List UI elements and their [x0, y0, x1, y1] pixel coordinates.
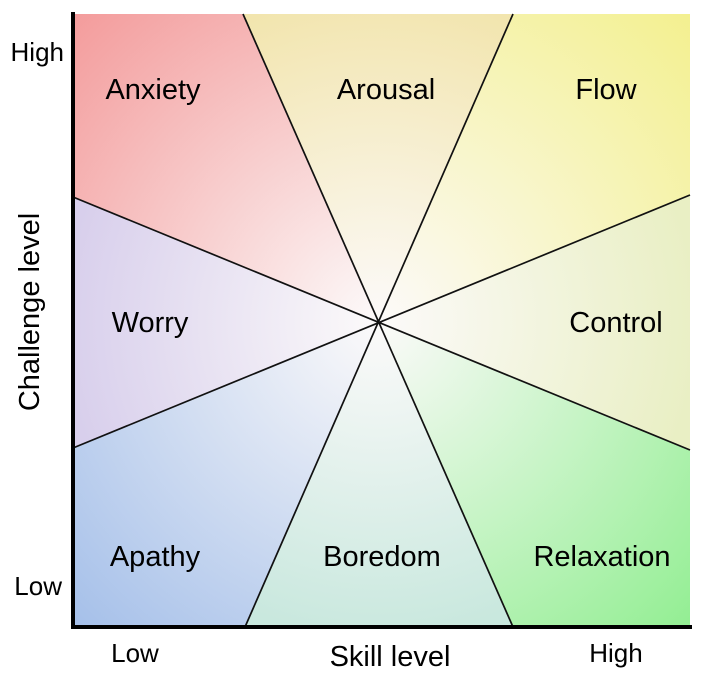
region-relaxation-area: [378, 322, 690, 627]
x-tick-high: High: [589, 638, 642, 668]
region-worry-area: [73, 197, 378, 448]
region-label-apathy: Apathy: [110, 541, 201, 573]
region-arousal-area: [243, 14, 513, 322]
region-label-anxiety: Anxiety: [105, 74, 201, 106]
region-apathy-area: [73, 322, 378, 627]
region-label-arousal: Arousal: [337, 74, 435, 106]
region-label-boredom: Boredom: [323, 541, 441, 573]
region-label-worry: Worry: [112, 307, 189, 339]
region-flow-area: [378, 14, 690, 322]
region-label-relaxation: Relaxation: [533, 541, 670, 573]
y-tick-high: High: [11, 37, 64, 67]
y-tick-low: Low: [14, 571, 62, 601]
y-axis-title: Challenge level: [14, 213, 46, 411]
boundary-line-apathy-worry: [72, 194, 691, 449]
x-tick-low: Low: [111, 638, 159, 668]
region-boredom-area: [245, 322, 513, 627]
boundary-line-anxiety-arousal: [242, 13, 514, 628]
x-axis-title: Skill level: [330, 641, 451, 673]
region-anxiety-area: [73, 14, 378, 322]
region-label-flow: Flow: [575, 74, 637, 106]
region-control-area: [378, 195, 690, 450]
boundary-line-arousal-flow: [244, 13, 514, 628]
boundary-line-worry-anxiety: [72, 196, 691, 451]
region-label-control: Control: [569, 307, 663, 339]
